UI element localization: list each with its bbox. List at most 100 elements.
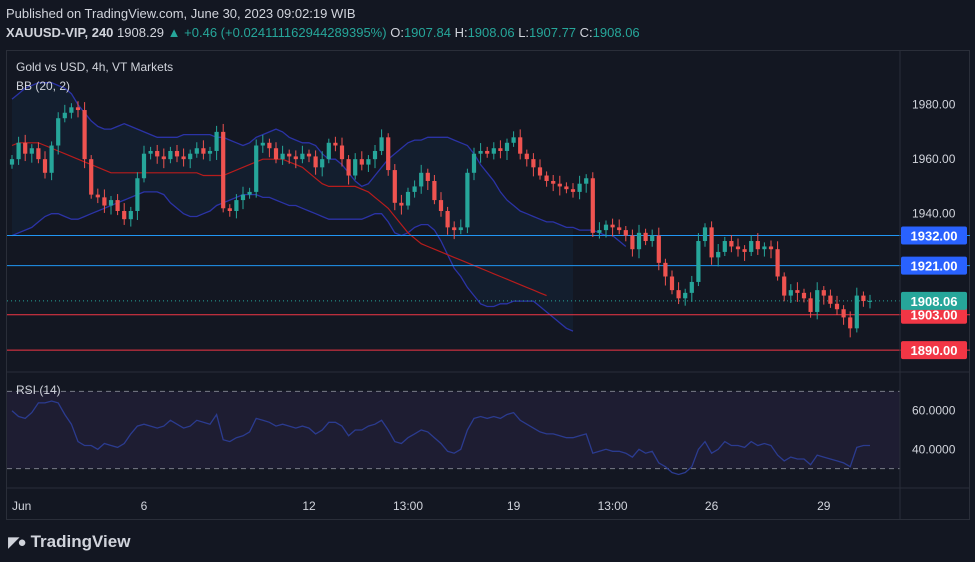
candle-body: [676, 290, 681, 299]
candle-body: [36, 148, 41, 160]
candle-body: [445, 211, 450, 228]
open-label: O:: [390, 25, 404, 40]
candle-body: [452, 227, 457, 231]
candle-body: [161, 156, 166, 160]
candle-body: [372, 150, 378, 160]
candle-body: [9, 159, 15, 165]
price-tick-label: 1980.00: [912, 98, 956, 112]
candle-body: [749, 241, 754, 252]
candle-body: [247, 191, 252, 195]
candle-body: [636, 232, 642, 250]
candle-body: [696, 241, 701, 282]
candle-body: [320, 159, 325, 168]
tradingview-brand: TradingView: [30, 532, 131, 551]
candle-body: [689, 281, 694, 293]
candle-body: [115, 200, 120, 211]
candle-body: [768, 246, 774, 250]
rsi-tick-label: 60.0000: [912, 404, 956, 418]
symbol-name[interactable]: XAUUSD-VIP, 240: [6, 25, 114, 40]
candle-body: [122, 211, 127, 220]
candle-body: [254, 145, 259, 192]
time-tick-label: 12: [302, 499, 316, 513]
candle-body: [386, 137, 391, 171]
candle-body: [485, 150, 490, 154]
candle-body: [854, 295, 859, 329]
candle-body: [669, 276, 675, 291]
candle-body: [551, 180, 556, 184]
candle-body: [735, 246, 741, 250]
candle-body: [75, 107, 81, 111]
candle-body: [544, 175, 549, 181]
tradingview-logo: ◤● TradingView: [8, 532, 130, 552]
rsi-indicator-label[interactable]: RSI (14): [16, 383, 61, 397]
candle-body: [564, 186, 569, 190]
candle-body: [518, 137, 523, 154]
bb-basis-line: [11, 142, 547, 297]
candle-body: [174, 150, 180, 157]
low-label: L:: [518, 25, 530, 40]
candle-body: [82, 110, 87, 160]
candle-body: [128, 211, 133, 220]
candle-body: [412, 186, 417, 192]
candle-body: [49, 145, 54, 173]
candle-body: [69, 107, 74, 113]
level-badge: [901, 341, 967, 360]
main-legend-title: Gold vs USD, 4h, VT Markets: [16, 60, 174, 74]
candle-body: [557, 183, 562, 187]
candle-body: [353, 159, 358, 176]
high-label: H:: [454, 25, 468, 40]
candle-body: [478, 150, 483, 154]
candle-body: [379, 137, 384, 151]
close-value: 1908.06: [592, 25, 640, 40]
candle-body: [828, 295, 833, 304]
candle-body: [709, 227, 714, 258]
candle-body: [95, 194, 100, 198]
bb-indicator-label[interactable]: BB (20, 2): [16, 79, 71, 93]
candle-body: [775, 249, 780, 277]
candle-body: [89, 159, 94, 195]
candle-body: [273, 148, 279, 160]
candle-body: [537, 167, 543, 176]
candle-body: [227, 208, 232, 211]
candle-body: [755, 241, 760, 250]
candle-body: [207, 150, 213, 154]
candle-body: [359, 159, 364, 165]
last-price-label: 1908.06: [911, 294, 958, 309]
candle-body: [742, 249, 747, 252]
level-price-label: 1932.00: [911, 229, 958, 244]
candle-body: [491, 148, 496, 154]
published-line: Published on TradingView.com, June 30, 2…: [6, 6, 356, 21]
candle-body: [405, 191, 411, 206]
candle-body: [808, 298, 813, 312]
candle-body: [108, 200, 114, 206]
candle-body: [597, 230, 602, 233]
candle-body: [458, 227, 463, 231]
candle-body: [419, 172, 424, 187]
candle-body: [201, 148, 206, 154]
candle-body: [181, 156, 186, 160]
candle-body: [392, 170, 397, 203]
candle-body: [623, 230, 628, 236]
candle-body: [432, 180, 437, 201]
candle-body: [366, 159, 371, 165]
rsi-tick-label: 40.0000: [912, 442, 956, 456]
candle-body: [16, 142, 21, 160]
candle-body: [848, 317, 853, 329]
candle-body: [603, 224, 609, 231]
time-tick-label: 26: [705, 499, 719, 513]
close-label: C:: [579, 25, 593, 40]
candle-body: [762, 246, 767, 250]
candle-body: [267, 142, 272, 149]
candle-body: [577, 183, 582, 192]
candle-body: [584, 178, 589, 184]
candle-body: [194, 148, 199, 154]
candle-body: [782, 276, 787, 296]
level-badge: [901, 305, 967, 324]
level-badge: [901, 226, 967, 245]
candle-body: [524, 153, 529, 160]
time-tick-label: 29: [817, 499, 831, 513]
candle-body: [221, 131, 226, 209]
change-value: +0.46 (+0.024111162944289395%): [184, 25, 387, 40]
candle-body: [29, 148, 34, 154]
